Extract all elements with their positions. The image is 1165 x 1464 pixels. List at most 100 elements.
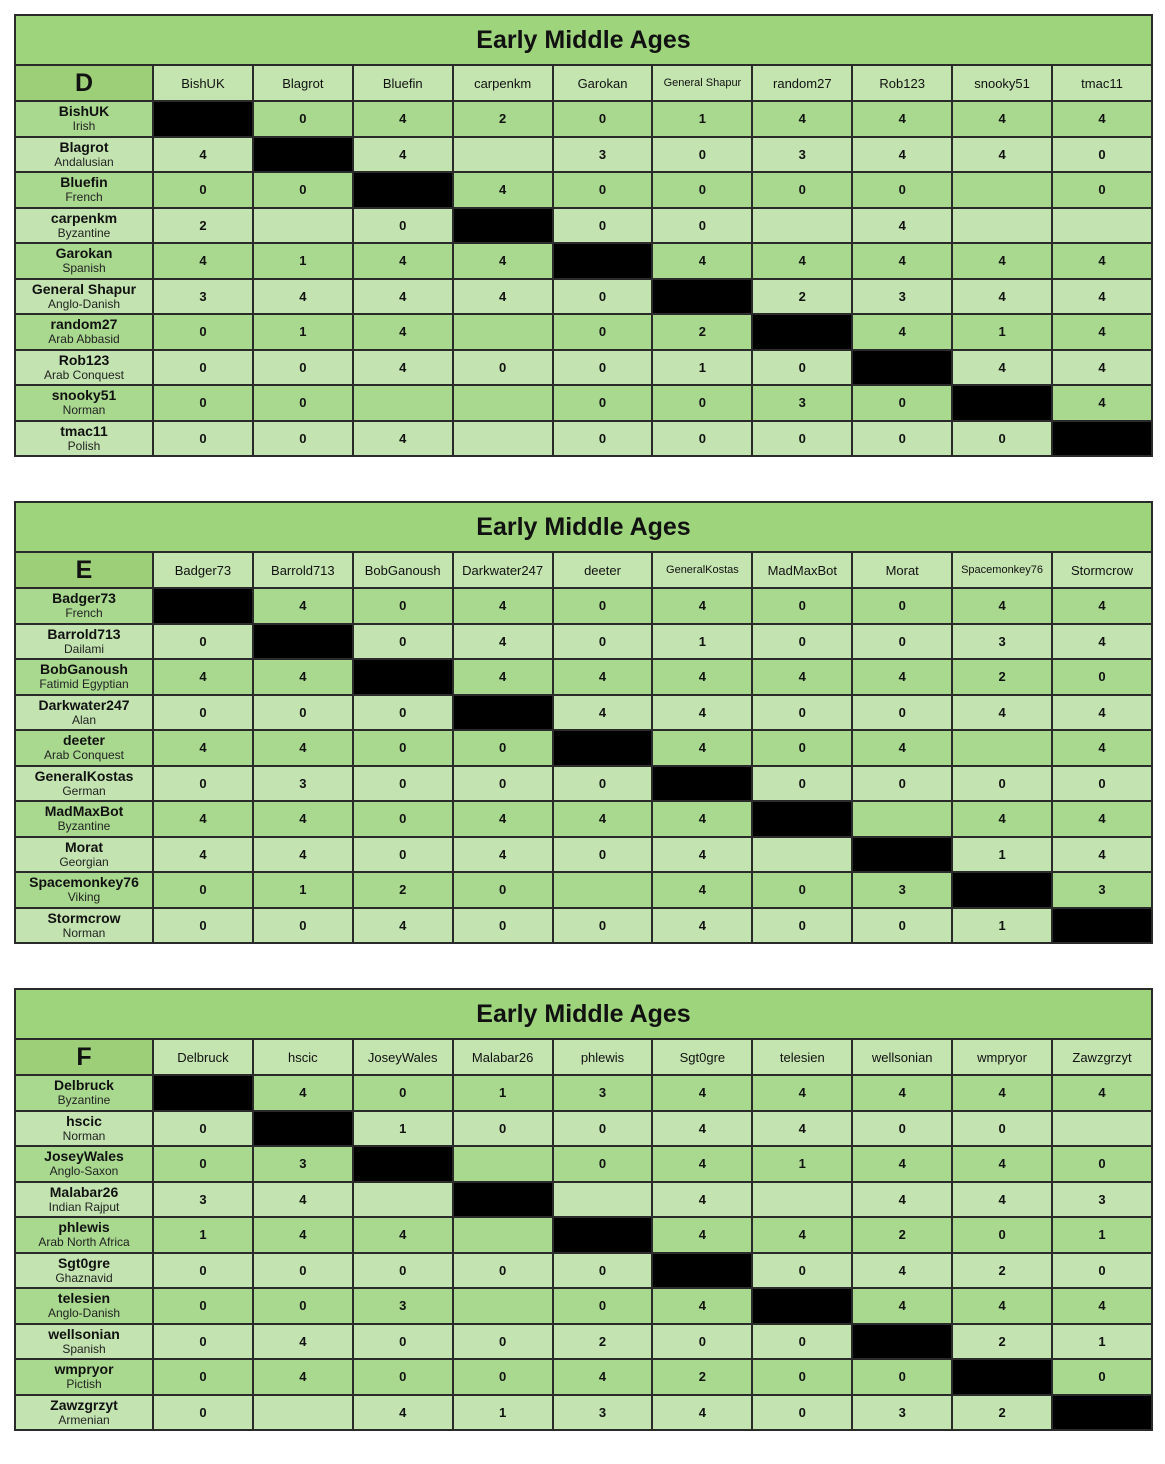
player-name: random27: [50, 316, 118, 333]
header-row: F Delbruck hscic JoseyWales Malabar26 phlewis…: [14, 1038, 1153, 1076]
score-cell: 0: [451, 906, 554, 944]
score-cell: 0: [152, 871, 254, 909]
score-cell: 0: [351, 729, 454, 767]
faction-name: German: [62, 783, 106, 798]
group-d-table: Early Middle Ages D BishUK Blagrot Bluefin ca…: [14, 14, 1153, 457]
score-cell: 4: [651, 729, 754, 767]
row-header: telesien Anglo-Danish: [14, 1287, 154, 1325]
results-table: Early Middle Ages F Delbruck hscic JoseyWale…: [14, 988, 1153, 1431]
column-header: General Shapur: [651, 64, 754, 102]
column-header: Garokan: [551, 64, 654, 102]
score-cell: 0: [551, 171, 654, 209]
group-label: D: [14, 64, 154, 102]
score-cell: 0: [251, 419, 354, 457]
player-name: General Shapur: [31, 280, 137, 297]
score-cell: 4: [951, 800, 1054, 838]
column-header: Barrold713: [251, 551, 354, 589]
score-cell: 0: [1051, 764, 1153, 802]
column-header: hscic: [251, 1038, 354, 1076]
score-cell: 0: [551, 1145, 654, 1183]
score-cell: 4: [251, 729, 354, 767]
row-header: MadMaxBot Byzantine: [14, 800, 154, 838]
score-cell: 3: [751, 135, 854, 173]
column-header: Morat: [851, 551, 954, 589]
faction-name: Norman: [62, 1128, 106, 1143]
column-header: Blagrot: [251, 64, 354, 102]
column-header: Darkwater247: [451, 551, 554, 589]
score-cell: 2: [951, 1251, 1054, 1289]
table-row: Malabar26 Indian Rajput 3 4 4 4 4 3: [14, 1180, 1153, 1218]
score-cell: 0: [251, 384, 354, 422]
header-row: D BishUK Blagrot Bluefin carpenkm Garokan Gene…: [14, 64, 1153, 102]
score-cell: 0: [351, 1322, 454, 1360]
table-row: Morat Georgian 4 4 0 4 0 4 1 4: [14, 835, 1153, 873]
score-cell: 4: [851, 1145, 954, 1183]
group-f-table: Early Middle Ages F Delbruck hscic JoseyWale…: [14, 988, 1153, 1431]
row-header: BobGanoush Fatimid Egyptian: [14, 658, 154, 696]
score-cell: 0: [551, 313, 654, 351]
score-cell: 4: [451, 658, 554, 696]
player-name: Sgt0gre: [57, 1254, 111, 1271]
table-row: MadMaxBot Byzantine 4 4 0 4 4 4 4 4: [14, 800, 1153, 838]
score-cell: 4: [251, 800, 354, 838]
score-cell: 0: [251, 1287, 354, 1325]
score-cell: 0: [451, 1109, 554, 1147]
score-cell: 0: [851, 764, 954, 802]
score-cell: 4: [951, 1287, 1054, 1325]
score-cell: 0: [551, 100, 654, 138]
score-cell: 0: [351, 206, 454, 244]
row-header: Darkwater247 Alan: [14, 693, 154, 731]
row-header: Barrold713 Dailami: [14, 622, 154, 660]
player-name: Delbruck: [54, 1077, 114, 1094]
score-cell: 0: [651, 135, 754, 173]
score-cell: 3: [751, 384, 854, 422]
score-cell: 0: [351, 835, 454, 873]
score-cell: 0: [551, 277, 654, 315]
group-label: E: [14, 551, 154, 589]
score-cell: 4: [152, 242, 254, 280]
score-cell: 3: [551, 1074, 654, 1112]
table-row: random27 Arab Abbasid 0 1 4 0 2 4 1 4: [14, 313, 1153, 351]
score-cell: 4: [651, 1074, 754, 1112]
score-cell: [451, 1287, 554, 1325]
score-cell: 2: [951, 658, 1054, 696]
table-row: telesien Anglo-Danish 0 0 3 0 4 4 4 4: [14, 1287, 1153, 1325]
player-name: Stormcrow: [47, 909, 121, 926]
score-cell: 1: [1051, 1322, 1153, 1360]
diagonal-cell: [751, 1287, 854, 1325]
score-cell: 1: [1051, 1216, 1153, 1254]
diagonal-cell: [751, 800, 854, 838]
score-cell: 4: [851, 206, 954, 244]
score-cell: 4: [251, 277, 354, 315]
diagonal-cell: [1051, 1393, 1153, 1431]
column-header: Malabar26: [451, 1038, 554, 1076]
column-header: BishUK: [152, 64, 254, 102]
score-cell: 4: [651, 835, 754, 873]
faction-name: Anglo-Danish: [47, 1306, 121, 1321]
score-cell: [1051, 1109, 1153, 1147]
player-name: Malabar26: [49, 1183, 119, 1200]
score-cell: 0: [451, 1322, 554, 1360]
score-cell: 3: [1051, 871, 1153, 909]
faction-name: Arab Conquest: [43, 367, 125, 382]
row-header: deeter Arab Conquest: [14, 729, 154, 767]
score-cell: 0: [152, 1145, 254, 1183]
faction-name: Byzantine: [57, 1093, 111, 1108]
score-cell: 0: [951, 1216, 1054, 1254]
score-cell: 0: [851, 693, 954, 731]
column-header: tmac11: [1051, 64, 1153, 102]
score-cell: 0: [451, 871, 554, 909]
score-cell: [951, 171, 1054, 209]
faction-name: Andalusian: [54, 154, 114, 169]
table-row: General Shapur Anglo-Danish 3 4 4 4 0 2 3 4 4: [14, 277, 1153, 315]
faction-name: Viking: [67, 890, 101, 905]
score-cell: 4: [951, 135, 1054, 173]
score-cell: 4: [951, 693, 1054, 731]
diagonal-cell: [651, 277, 754, 315]
score-cell: 3: [351, 1287, 454, 1325]
score-cell: [751, 1180, 854, 1218]
score-cell: 0: [251, 100, 354, 138]
diagonal-cell: [651, 1251, 754, 1289]
score-cell: 4: [251, 658, 354, 696]
score-cell: 2: [351, 871, 454, 909]
